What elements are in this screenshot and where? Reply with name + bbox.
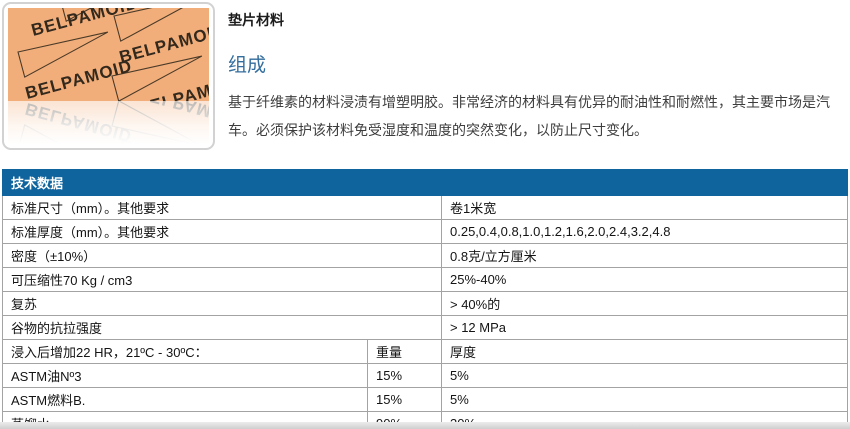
spec-label: 可压缩性70 Kg / cm3 — [2, 267, 442, 292]
spec-label: 标准厚度（mm）。其他要求 — [2, 219, 442, 244]
spec-value: 0.8克/立方厘米 — [441, 243, 848, 268]
spec-col2: 15% — [367, 363, 442, 388]
product-photo: BELPAMOID BELPAMOID BELPAMOID BELPAMOID — [8, 8, 209, 146]
spec-label: ASTM燃料B. — [2, 387, 368, 412]
spec-value: > 40%的 — [441, 291, 848, 316]
spec-col3: 厚度 — [441, 339, 848, 364]
triangle-outline-icon — [17, 8, 205, 101]
spec-label: 浸入后增加22 HR，21ºC - 30ºC： — [2, 339, 368, 364]
table-row: ASTM油Nº3 15% 5% — [2, 363, 848, 388]
spec-label: ASTM油Nº3 — [2, 363, 368, 388]
table-row: ASTM燃料B. 15% 5% — [2, 387, 848, 412]
table-row: 浸入后增加22 HR，21ºC - 30ºC： 重量 厚度 — [2, 339, 848, 364]
spec-col3: 5% — [441, 363, 848, 388]
spec-col2: 15% — [367, 387, 442, 412]
spec-label: 谷物的抗拉强度 — [2, 315, 442, 340]
table-row: 可压缩性70 Kg / cm3 25%-40% — [2, 267, 848, 292]
table-row: 谷物的抗拉强度 > 12 MPa — [2, 315, 848, 340]
table-row: 复苏 > 40%的 — [2, 291, 848, 316]
gasket-pattern: BELPAMOID BELPAMOID BELPAMOID BELPAMOID — [8, 8, 209, 101]
table-row: 标准厚度（mm）。其他要求 0.25,0.4,0.8,1.0,1.2,1.6,2… — [2, 219, 848, 244]
spec-value: > 12 MPa — [441, 315, 848, 340]
table-header: 技术数据 — [2, 169, 848, 196]
spec-value: 卷1米宽 — [441, 195, 848, 220]
spec-col2: 重量 — [367, 339, 442, 364]
spec-value: 0.25,0.4,0.8,1.0,1.2,1.6,2.0,2.4,3.2,4.8 — [441, 219, 848, 244]
photo-reflection: BELPAMOID BELPAMOID BELPAMOID — [8, 101, 209, 146]
page-bottom-edge — [0, 422, 850, 429]
reflection-fade — [8, 101, 209, 146]
technical-data-table: 技术数据 标准尺寸（mm）。其他要求 卷1米宽 标准厚度（mm）。其他要求 0.… — [2, 169, 848, 429]
product-image-card: BELPAMOID BELPAMOID BELPAMOID BELPAMOID — [2, 2, 215, 150]
table-row: 密度（±10%） 0.8克/立方厘米 — [2, 243, 848, 268]
spec-label: 密度（±10%） — [2, 243, 442, 268]
spec-label: 复苏 — [2, 291, 442, 316]
table-row: 标准尺寸（mm）。其他要求 卷1米宽 — [2, 195, 848, 220]
spec-label: 标准尺寸（mm）。其他要求 — [2, 195, 442, 220]
spec-value: 25%-40% — [441, 267, 848, 292]
page-title: 垫片材料 — [228, 12, 284, 28]
gasket-material-photo: BELPAMOID BELPAMOID BELPAMOID BELPAMOID — [8, 8, 209, 101]
table-header-row: 技术数据 — [2, 169, 848, 196]
composition-paragraph: 基于纤维素的材料浸渍有增塑明胶。非常经济的材料具有优异的耐油性和耐燃性，其主要市… — [228, 94, 830, 138]
content-column: 垫片材料 组成 基于纤维素的材料浸渍有增塑明胶。非常经济的材料具有优异的耐油性和… — [228, 0, 846, 144]
spec-col3: 5% — [441, 387, 848, 412]
composition-heading: 组成 — [228, 55, 267, 76]
